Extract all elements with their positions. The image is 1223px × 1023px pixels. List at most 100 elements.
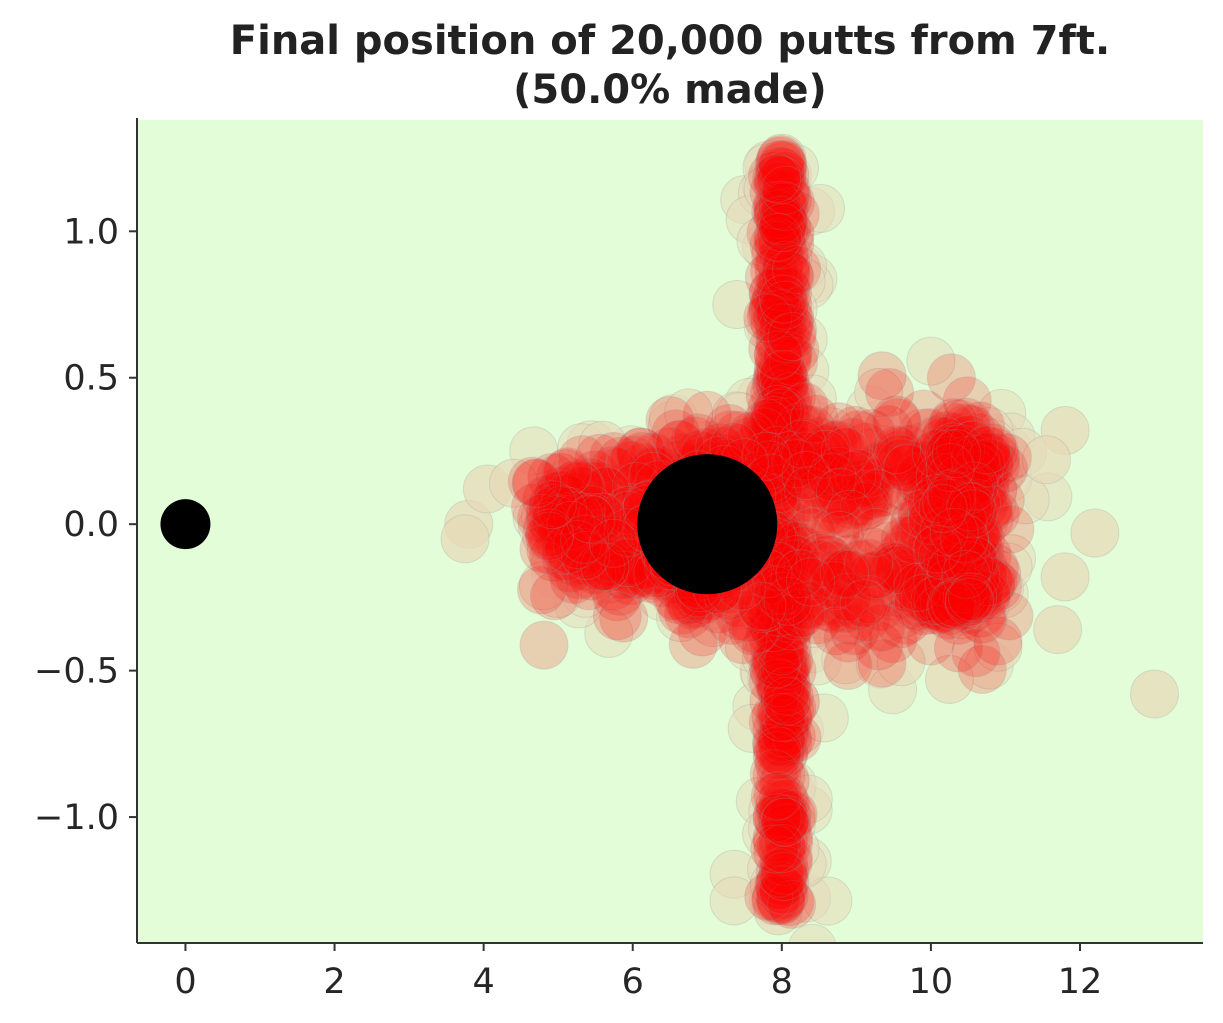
- putt-point: [913, 575, 963, 625]
- missed-putt-point: [974, 563, 1024, 613]
- putt-point: [616, 427, 666, 477]
- putt-point: [825, 534, 875, 583]
- putt-point: [757, 794, 807, 844]
- putt-point: [959, 480, 1009, 530]
- putt-point: [774, 452, 824, 502]
- putt-point: [753, 827, 803, 877]
- putt-point: [883, 443, 933, 493]
- putt-point: [973, 562, 1023, 612]
- putt-point: [781, 417, 831, 467]
- putt-point: [811, 606, 861, 656]
- putt-point: [754, 220, 804, 270]
- putt-point: [779, 382, 829, 432]
- putt-point: [944, 465, 994, 515]
- putt-point: [755, 262, 805, 312]
- putt-point: [930, 578, 980, 628]
- putt-point: [796, 533, 845, 583]
- putt-point: [979, 444, 1028, 494]
- putt-point: [852, 550, 902, 599]
- putt-point: [764, 369, 813, 419]
- putt-point: [564, 508, 614, 558]
- putt-point: [893, 562, 943, 612]
- putt-point: [539, 498, 589, 548]
- putt-point: [867, 545, 917, 595]
- putt-point: [566, 494, 615, 544]
- putt-point: [932, 428, 982, 478]
- putt-point: [966, 559, 1016, 609]
- putt-point: [750, 640, 800, 690]
- putt-point: [752, 751, 802, 801]
- putt-point: [970, 433, 1020, 483]
- putt-point: [897, 489, 946, 538]
- putt-point: [760, 280, 810, 330]
- putt-point: [755, 320, 805, 370]
- putt-point: [754, 397, 804, 447]
- putt-point: [926, 353, 976, 403]
- putt-point: [740, 582, 790, 632]
- putt-point: [543, 524, 593, 574]
- putt-point: [847, 408, 897, 458]
- putt-point: [956, 401, 1005, 451]
- putt-point: [862, 440, 912, 490]
- putt-point: [751, 876, 801, 926]
- putt-point: [541, 449, 591, 498]
- putt-point: [755, 351, 805, 401]
- putt-point: [898, 460, 948, 510]
- putt-point: [958, 542, 1008, 592]
- putt-point: [874, 430, 924, 480]
- putt-point: [814, 578, 864, 628]
- putt-point: [750, 772, 800, 822]
- putt-point: [567, 492, 617, 542]
- putt-point: [776, 588, 826, 638]
- putt-point: [871, 542, 921, 592]
- putt-point: [826, 596, 876, 646]
- putt-point: [577, 492, 627, 542]
- missed-putt-point: [584, 608, 634, 658]
- putt-point: [758, 773, 808, 823]
- putt-point: [823, 613, 873, 663]
- putt-point: [774, 553, 824, 602]
- putt-point: [524, 511, 574, 561]
- putt-point: [922, 411, 972, 461]
- putt-point: [970, 489, 1020, 539]
- putt-point: [759, 274, 808, 324]
- putt-point: [830, 449, 879, 498]
- putt-point: [574, 433, 624, 483]
- putt-point: [897, 494, 947, 544]
- putt-point: [746, 608, 796, 658]
- putt-point: [529, 485, 579, 535]
- hole-marker: [637, 454, 778, 595]
- putt-point: [748, 268, 798, 318]
- putt-point: [936, 433, 986, 483]
- putt-point: [751, 410, 801, 460]
- putt-point: [549, 491, 599, 540]
- putt-point: [800, 489, 850, 539]
- putt-point: [759, 288, 809, 338]
- putt-point: [787, 507, 836, 557]
- putt-point: [753, 587, 803, 637]
- missed-putt-point: [757, 133, 807, 183]
- putt-point: [739, 407, 789, 457]
- putt-point: [748, 323, 798, 373]
- putt-point: [755, 136, 805, 186]
- putt-point: [755, 262, 805, 312]
- putt-point: [753, 771, 803, 821]
- putt-point: [964, 442, 1014, 492]
- putt-point: [772, 591, 822, 641]
- putt-point: [755, 146, 805, 196]
- putt-point: [586, 485, 636, 535]
- putt-point: [934, 623, 983, 673]
- putt-point: [920, 546, 970, 596]
- putt-point: [962, 571, 1012, 621]
- putt-point: [947, 442, 997, 492]
- putt-point: [760, 567, 810, 617]
- putt-point: [766, 439, 816, 489]
- putt-point: [583, 482, 632, 532]
- putt-point: [928, 507, 978, 557]
- putt-point: [534, 471, 584, 521]
- putt-point: [585, 532, 635, 582]
- putt-point: [766, 589, 816, 639]
- putt-point: [946, 557, 996, 607]
- putt-point: [951, 551, 1001, 601]
- putt-point: [760, 856, 810, 906]
